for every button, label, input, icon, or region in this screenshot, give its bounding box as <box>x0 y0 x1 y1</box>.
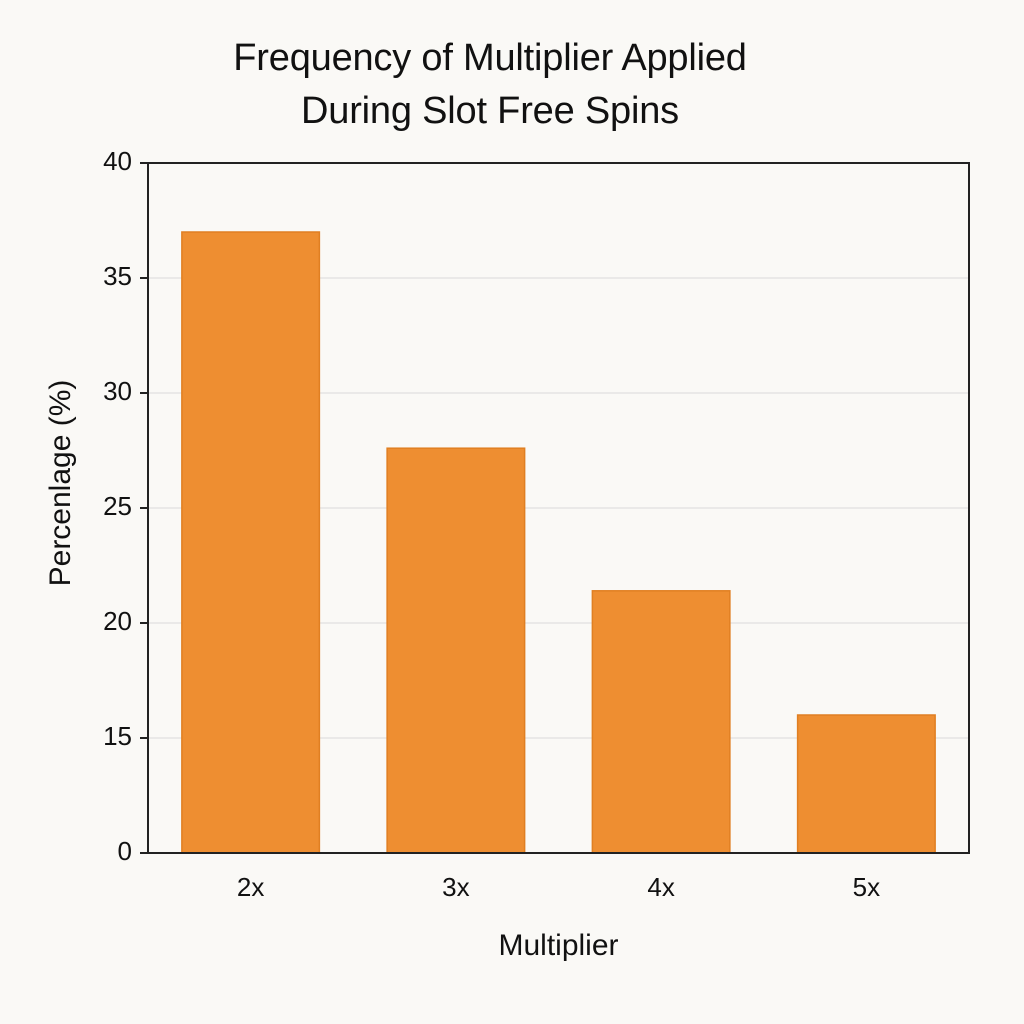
chart-title-line-2: During Slot Free Spins <box>301 90 679 132</box>
x-tick-labels: 2x 3x 4x 5x <box>237 872 880 902</box>
bar-5x <box>796 714 936 854</box>
bars <box>181 231 936 854</box>
chart-title-line-1: Frequency of Multiplier Applied <box>233 37 747 79</box>
x-tick-label: 3x <box>442 872 469 902</box>
y-tick-labels: 0 15 20 25 30 35 40 <box>103 146 148 866</box>
y-tick-label: 15 <box>103 721 132 751</box>
bar-3x <box>386 447 526 854</box>
x-tick-label: 2x <box>237 872 264 902</box>
y-tick-label: 30 <box>103 376 132 406</box>
x-tick-label: 4x <box>647 872 674 902</box>
bar-2x <box>181 231 321 854</box>
bar-4x <box>591 590 731 854</box>
x-tick-label: 5x <box>853 872 880 902</box>
x-axis-label: Multiplier <box>498 929 618 962</box>
y-tick-label: 25 <box>103 491 132 521</box>
y-tick-label: 35 <box>103 261 132 291</box>
y-axis-label: Percenlage (%) <box>44 380 77 587</box>
y-tick-label: 20 <box>103 606 132 636</box>
y-tick-label: 40 <box>103 146 132 176</box>
y-tick-label: 0 <box>118 836 132 866</box>
